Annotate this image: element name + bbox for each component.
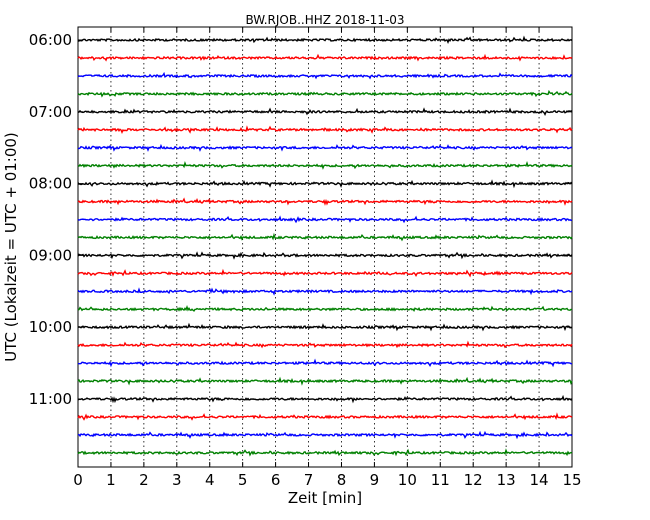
trace-line: [77, 340, 573, 349]
grid-lines: [110, 27, 540, 467]
x-tick-label: 3: [172, 471, 182, 489]
trace-line: [77, 251, 573, 260]
trace-line: [77, 161, 573, 170]
x-tick-label: 7: [304, 471, 314, 489]
y-axis-ticks: 06:00 07:00 08:00 09:00 10:00 11:00: [29, 31, 572, 408]
y-tick-label: 10:00: [29, 318, 72, 336]
trace-line: [77, 53, 573, 62]
x-tick-label: 15: [562, 471, 581, 489]
trace-line: [77, 215, 573, 224]
x-tick-label: 12: [464, 471, 483, 489]
x-tick-label: 6: [271, 471, 281, 489]
x-tick-label: 9: [370, 471, 380, 489]
trace-line: [77, 71, 573, 80]
trace-line: [77, 376, 573, 386]
y-tick-label: 11:00: [29, 390, 72, 408]
trace-line: [77, 35, 573, 44]
trace-line: [77, 107, 573, 116]
trace-line: [77, 232, 573, 242]
trace-line: [77, 430, 573, 440]
x-tick-label: 11: [431, 471, 450, 489]
x-tick-label: 0: [73, 471, 83, 489]
trace-line: [77, 179, 573, 189]
x-tick-label: 8: [337, 471, 347, 489]
x-tick-label: 1: [106, 471, 116, 489]
trace-line: [77, 448, 573, 457]
x-axis-ticks: 0 1 2 3 4 5 6 7 8 9 10 11 12 13 14 15: [73, 27, 582, 489]
trace-line: [77, 268, 573, 278]
trace-line: [77, 394, 573, 404]
trace-line: [77, 322, 573, 332]
x-tick-label: 10: [398, 471, 417, 489]
plot-frame: [77, 26, 573, 468]
trace-line: [77, 358, 573, 368]
x-tick-label: 5: [238, 471, 248, 489]
y-tick-label: 06:00: [29, 31, 72, 49]
chart-title: BW.RJOB..HHZ 2018-11-03: [245, 13, 404, 27]
x-tick-label: 14: [530, 471, 549, 489]
x-tick-label: 4: [205, 471, 215, 489]
trace-line: [77, 304, 573, 313]
y-tick-label: 07:00: [29, 103, 72, 121]
y-tick-label: 08:00: [29, 175, 72, 193]
x-tick-label: 13: [497, 471, 516, 489]
trace-line: [77, 412, 573, 421]
trace-line: [77, 89, 573, 98]
trace-line: [77, 197, 573, 206]
trace-line: [77, 287, 573, 296]
y-tick-label: 09:00: [29, 246, 72, 264]
trace-line: [77, 125, 573, 134]
y-axis-label: UTC (Lokalzeit = UTC + 01:00): [2, 132, 20, 362]
seismic-traces: [77, 35, 573, 457]
x-tick-label: 2: [139, 471, 149, 489]
x-axis-label: Zeit [min]: [288, 489, 362, 507]
trace-line: [77, 143, 573, 152]
